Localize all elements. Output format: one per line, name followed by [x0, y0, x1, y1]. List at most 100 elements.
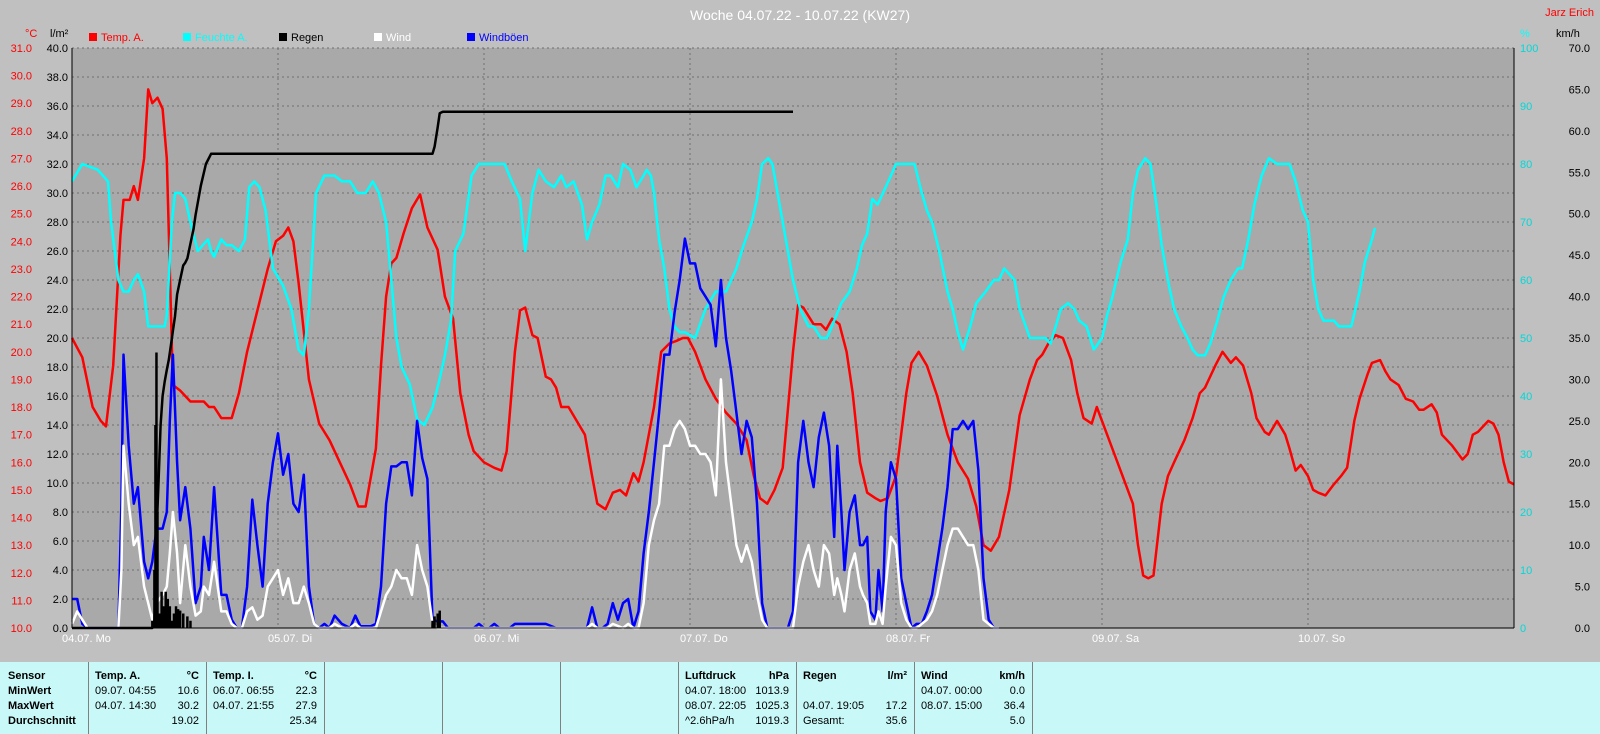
wind-tick-label: 55.0: [1569, 167, 1590, 179]
stats-group-title: Wind: [921, 670, 948, 682]
temp-tick-label: 16.0: [11, 457, 32, 469]
wind-tick-label: 0.0: [1575, 623, 1590, 635]
stats-time: 04.07. 21:55: [213, 700, 275, 712]
legend-rain: Regen: [291, 32, 323, 44]
wind-tick-label: 65.0: [1569, 84, 1590, 96]
temp-tick-label: 20.0: [11, 347, 32, 359]
stats-time: 08.07. 15:00: [921, 700, 983, 712]
temp-tick-label: 19.0: [11, 374, 32, 386]
stats-value: 36.4: [1003, 700, 1025, 712]
wind-tick-label: 20.0: [1569, 457, 1590, 469]
rain-tick-label: 36.0: [47, 101, 68, 113]
stats-time: 04.07. 00:00: [921, 685, 983, 697]
wind-tick-label: 50.0: [1569, 209, 1590, 221]
humidity-tick-label: 100: [1520, 43, 1538, 55]
temp-tick-label: 18.0: [11, 402, 32, 414]
temp-tick-label: 10.0: [11, 623, 32, 635]
stats-value: 22.3: [295, 685, 317, 697]
stats-time: 09.07. 04:55: [95, 685, 157, 697]
rain-tick-label: 26.0: [47, 246, 68, 258]
stats-value: 19.02: [171, 715, 199, 727]
temp-line: [70, 88, 1515, 580]
stats-value: 35.6: [885, 715, 907, 727]
stats-value: 5.0: [1009, 715, 1025, 727]
humidity-tick-label: 30: [1520, 449, 1532, 461]
temp-tick-label: 17.0: [11, 430, 32, 442]
humidity-tick-label: 60: [1520, 275, 1532, 287]
stats-value: 10.6: [177, 685, 199, 697]
x-tick-label: 08.07. Fr: [886, 633, 930, 645]
stats-group-title: Luftdruck: [685, 670, 736, 682]
temp-tick-label: 24.0: [11, 236, 32, 248]
rain-tick-label: 0.0: [53, 623, 68, 635]
temp-tick-label: 23.0: [11, 264, 32, 276]
grid-lines: [72, 47, 1514, 629]
stats-value: 27.9: [295, 700, 317, 712]
temp-tick-label: 21.0: [11, 319, 32, 331]
stats-row-label: MinWert: [8, 685, 52, 697]
humidity-tick-label: 90: [1520, 101, 1532, 113]
statistics-panel: Sensor MinWert MaxWert Durchschnitt Temp…: [0, 662, 1600, 734]
stats-empty-column: [560, 662, 679, 734]
rain-tick-label: 40.0: [47, 43, 68, 55]
series-layer: [70, 88, 1515, 630]
legend: Temp. A. Feuchte A. Regen Wind Windböen: [89, 32, 529, 44]
stats-group-temp-a: Temp. A. °C 09.07. 04:55 10.6 04.07. 14:…: [88, 662, 207, 734]
stats-empty-column: [1032, 662, 1600, 734]
rain_cumulative-line: [72, 110, 793, 630]
rain-tick-label: 16.0: [47, 391, 68, 403]
rain-tick-label: 32.0: [47, 159, 68, 171]
stats-time: 06.07. 06:55: [213, 685, 275, 697]
temp-tick-label: 27.0: [11, 153, 32, 165]
x-tick-label: 09.07. Sa: [1092, 633, 1140, 645]
temp-tick-label: 26.0: [11, 181, 32, 193]
temp-unit-label: °C: [25, 28, 37, 40]
stats-group-unit: km/h: [999, 670, 1025, 682]
temp-tick-label: 29.0: [11, 98, 32, 110]
x-tick-label: 07.07. Do: [680, 633, 728, 645]
axes-layer: 10.0 11.0 12.0 13.0 14.0 15.0 16.0 17.0 18.0 19.0…: [11, 43, 1590, 645]
stats-value: 25.34: [289, 715, 317, 727]
stats-time: 04.07. 14:30: [95, 700, 157, 712]
stats-row-label: MaxWert: [8, 700, 54, 712]
wind-tick-label: 30.0: [1569, 374, 1590, 386]
x-tick-label: 10.07. So: [1298, 633, 1345, 645]
wind-tick-label: 25.0: [1569, 416, 1590, 428]
rain-tick-label: 22.0: [47, 304, 68, 316]
rain-tick-label: 18.0: [47, 362, 68, 374]
wind-tick-label: 10.0: [1569, 540, 1590, 552]
wind-tick-label: 70.0: [1569, 43, 1590, 55]
stats-label-column: Sensor MinWert MaxWert Durchschnitt: [0, 662, 88, 734]
humidity-tick-label: 20: [1520, 507, 1532, 519]
stats-value: 0.0: [1009, 685, 1025, 697]
stats-empty-column: [324, 662, 443, 734]
stats-group-unit: °C: [304, 670, 317, 682]
stats-total-label: Gesamt:: [803, 715, 845, 727]
stats-group-wind: Wind km/h 04.07. 00:00 0.0 08.07. 15:00 …: [914, 662, 1033, 734]
wind-tick-label: 35.0: [1569, 333, 1590, 345]
legend-swatch-rain: [279, 33, 287, 41]
stats-group-title: Temp. I.: [213, 670, 254, 682]
rain-tick-label: 4.0: [53, 565, 68, 577]
stats-sensor-label: Sensor: [8, 670, 46, 682]
stats-time: 04.07. 19:05: [803, 700, 865, 712]
temp-tick-label: 12.0: [11, 568, 32, 580]
weather-chart: 10.0 11.0 12.0 13.0 14.0 15.0 16.0 17.0 18.0 19.0…: [10, 7, 1594, 645]
humidity-tick-label: 70: [1520, 217, 1532, 229]
rain-tick-label: 30.0: [47, 188, 68, 200]
chart-title: Woche 04.07.22 - 10.07.22 (KW27): [690, 7, 910, 23]
legend-humidity: Feuchte A.: [195, 32, 248, 44]
stats-value: 1013.9: [755, 685, 789, 697]
wind-tick-label: 40.0: [1569, 292, 1590, 304]
stats-group-temp-i: Temp. I. °C 06.07. 06:55 22.3 04.07. 21:…: [206, 662, 325, 734]
temp-tick-label: 25.0: [11, 209, 32, 221]
x-tick-label: 04.07. Mo: [62, 633, 111, 645]
wind-unit-label: km/h: [1556, 28, 1580, 40]
humidity-tick-label: 80: [1520, 159, 1532, 171]
stats-group-unit: hPa: [768, 670, 789, 682]
rain-tick-label: 28.0: [47, 217, 68, 229]
rain-tick-label: 6.0: [53, 536, 68, 548]
stats-group-unit: l/m²: [887, 670, 907, 682]
stats-value: 1019.3: [755, 715, 789, 727]
stats-time: 08.07. 22:05: [685, 700, 747, 712]
